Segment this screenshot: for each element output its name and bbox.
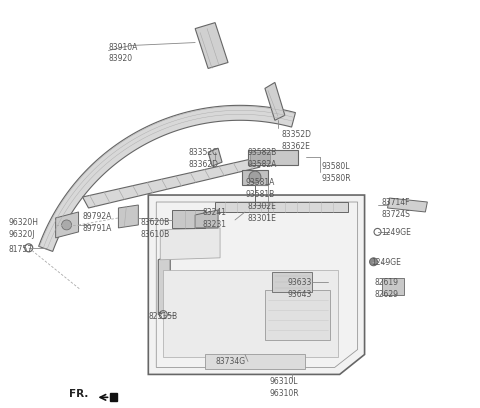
Text: 93580L
93580R: 93580L 93580R (322, 162, 351, 183)
Text: 1249GE: 1249GE (372, 258, 401, 267)
Polygon shape (83, 158, 260, 208)
Text: 96310L
96310R: 96310L 96310R (270, 377, 300, 398)
Text: 83910A
83920: 83910A 83920 (108, 42, 138, 63)
Text: 81757: 81757 (9, 245, 33, 254)
Circle shape (370, 258, 378, 266)
Polygon shape (208, 148, 222, 166)
Text: 83352D
83362E: 83352D 83362E (282, 130, 312, 151)
Bar (110, 393, 118, 401)
Text: 93581A
93581B: 93581A 93581B (246, 178, 276, 199)
Text: 83714F
83724S: 83714F 83724S (382, 198, 410, 219)
Text: 83734G: 83734G (215, 357, 245, 366)
Polygon shape (387, 198, 427, 212)
Polygon shape (265, 82, 285, 120)
Polygon shape (172, 210, 205, 228)
Polygon shape (205, 355, 305, 369)
Text: 83241
83231: 83241 83231 (202, 208, 226, 229)
Polygon shape (163, 270, 337, 357)
Circle shape (249, 171, 261, 183)
Text: 96320H
96320J: 96320H 96320J (9, 218, 39, 239)
Text: 1249GE: 1249GE (382, 228, 411, 237)
Polygon shape (265, 290, 330, 339)
Text: 82619
82629: 82619 82629 (374, 278, 398, 299)
Text: 93582B
93582A: 93582B 93582A (248, 148, 277, 169)
Polygon shape (158, 255, 170, 315)
Text: 83352C
83362D: 83352C 83362D (188, 148, 218, 169)
Polygon shape (56, 212, 79, 238)
Text: 83620B
83610B: 83620B 83610B (140, 218, 169, 239)
Polygon shape (160, 228, 220, 260)
Circle shape (61, 220, 72, 230)
Polygon shape (215, 202, 348, 212)
Polygon shape (242, 170, 268, 185)
Polygon shape (195, 22, 228, 69)
Polygon shape (39, 105, 296, 251)
Text: 93633
93643: 93633 93643 (288, 278, 312, 299)
Text: 83302E
83301E: 83302E 83301E (248, 202, 277, 223)
Polygon shape (195, 210, 218, 228)
Polygon shape (248, 150, 298, 165)
Polygon shape (382, 278, 405, 295)
Text: FR.: FR. (69, 389, 88, 399)
Text: 89792A
89791A: 89792A 89791A (83, 212, 112, 233)
Text: 82315B: 82315B (148, 312, 178, 321)
Polygon shape (272, 272, 312, 292)
Polygon shape (250, 152, 270, 163)
Polygon shape (119, 205, 138, 228)
Polygon shape (148, 195, 365, 375)
